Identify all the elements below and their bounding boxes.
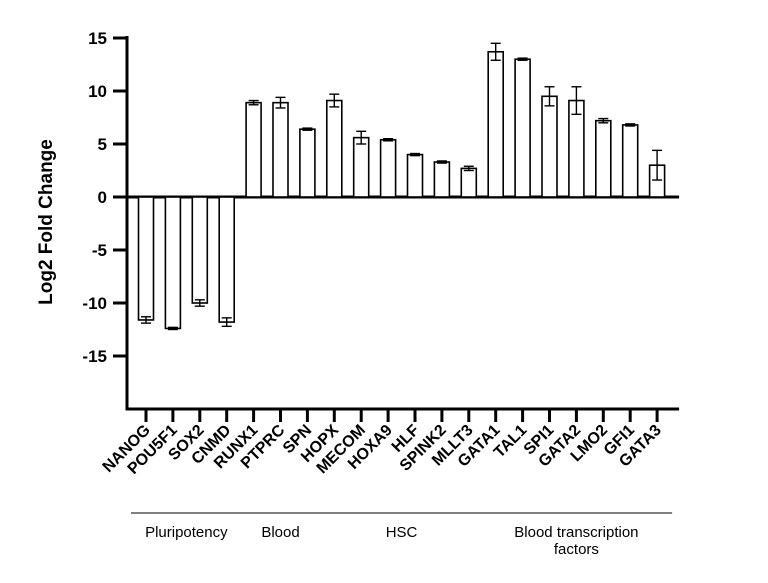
y-tick-label: 5 — [98, 135, 107, 154]
bar-lmo2 — [594, 119, 612, 198]
group-label: factors — [554, 541, 599, 558]
bar-gata1 — [487, 50, 505, 198]
y-tick-label: 15 — [88, 29, 107, 48]
bar-spink2 — [433, 161, 451, 198]
bar-pou5f1 — [164, 196, 182, 330]
bar-cnmd — [218, 196, 235, 323]
bar-spn — [299, 128, 316, 198]
group-label: Pluripotency — [145, 524, 228, 541]
error-bar-spi1 — [544, 86, 555, 107]
y-tick-label: 0 — [98, 188, 107, 207]
bar-tal1 — [514, 58, 531, 198]
y-tick-label: -15 — [82, 347, 107, 366]
error-bar-lmo2 — [598, 117, 609, 124]
bar-runx1 — [245, 101, 262, 198]
bar-spi1 — [541, 95, 558, 198]
y-axis-label: Log2 Fold Change — [36, 139, 57, 305]
error-bar-hlf — [410, 152, 420, 157]
error-bar-gata3 — [652, 149, 663, 181]
error-bar-ptprc — [275, 96, 286, 109]
y-tick-label: -10 — [82, 294, 107, 313]
group-label: HSC — [386, 524, 418, 541]
group-label: Blood — [261, 524, 299, 541]
error-bar-gata1 — [490, 42, 501, 61]
error-bar-mecom — [356, 130, 367, 145]
bar-gfi1 — [621, 124, 639, 198]
error-bar-gfi1 — [625, 123, 636, 127]
error-bar-pou5f1 — [167, 326, 178, 331]
x-axis-labels: NANOGPOU5F1SOX2CNMDRUNX1PTPRCSPNHOPXMECO… — [100, 409, 665, 478]
y-axis: 15 10 5 0 -5 -10 -15 — [82, 29, 680, 411]
error-bar-hoxa9 — [383, 137, 394, 142]
error-bar-tal1 — [517, 57, 528, 61]
bar-hlf — [406, 153, 424, 198]
error-bar-hopx — [329, 93, 340, 108]
error-bar-runx1 — [248, 99, 259, 106]
bar-nanog — [137, 196, 155, 321]
category-groups: Pluripotency Blood HSC Blood transcriptionf… — [131, 512, 673, 558]
y-tick-label: 10 — [88, 82, 107, 101]
error-bar-spink2 — [436, 160, 447, 164]
group-label: Blood transcription — [514, 524, 638, 541]
bar-mecom — [352, 136, 370, 198]
error-bar-sox2 — [194, 299, 205, 307]
bar-ptprc — [272, 101, 289, 198]
bar-sox2 — [191, 196, 209, 304]
error-bar-nanog — [141, 316, 151, 324]
error-bar-gata2 — [571, 86, 582, 116]
error-bar-spn — [302, 127, 313, 131]
error-bar-mllt3 — [463, 165, 474, 172]
bar-hopx — [325, 99, 343, 198]
y-tick-label: -5 — [92, 241, 107, 260]
bar-mllt3 — [460, 167, 478, 198]
bar-hoxa9 — [379, 138, 397, 198]
error-bar-cnmd — [221, 317, 232, 328]
bars — [137, 42, 666, 331]
